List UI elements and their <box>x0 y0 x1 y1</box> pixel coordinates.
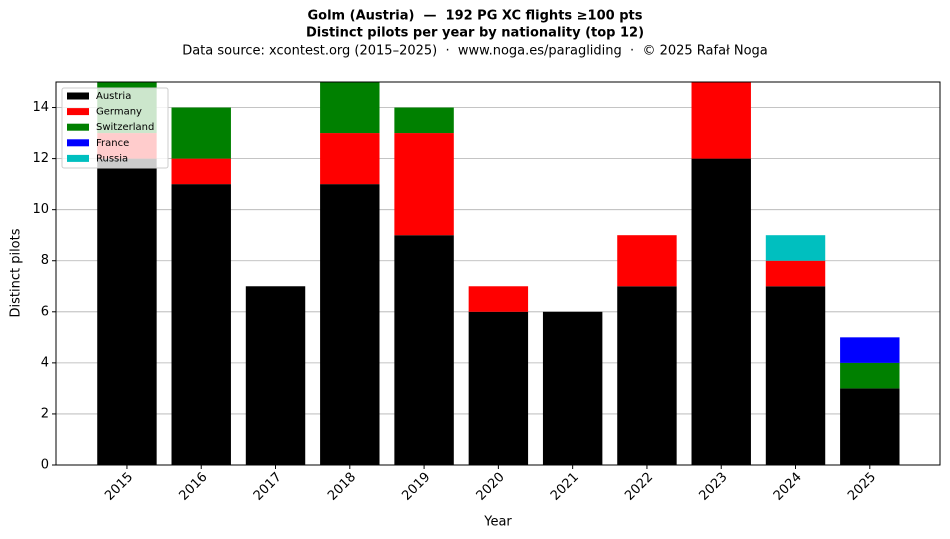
y-tick-label: 4 <box>41 355 49 370</box>
x-axis-label: Year <box>483 515 512 530</box>
bar-segment <box>840 337 900 363</box>
bar-segment <box>394 133 454 236</box>
bar-segment <box>542 311 603 465</box>
bar-segment <box>245 286 306 465</box>
x-tick-label: 2022 <box>622 470 656 504</box>
legend-swatch <box>67 123 89 131</box>
legend-label: Austria <box>96 91 131 102</box>
bar-segment <box>765 235 826 261</box>
legend-swatch <box>67 108 89 116</box>
legend-label: Russia <box>96 153 128 164</box>
legend-box <box>61 87 169 169</box>
bar-segment <box>171 184 231 465</box>
legend-label: France <box>96 138 129 149</box>
x-tick-label: 2025 <box>845 470 879 504</box>
bar-segment <box>840 388 900 465</box>
bar-segment <box>320 82 380 134</box>
x-tick-label: 2024 <box>771 470 805 504</box>
bar-segment <box>394 235 454 465</box>
y-axis-label: Distinct pilots <box>9 228 24 317</box>
y-tick-label: 6 <box>41 304 49 319</box>
x-tick-label: 2018 <box>325 470 359 504</box>
bar-segment <box>765 286 826 465</box>
legend-swatch <box>67 154 89 162</box>
x-tick-label: 2019 <box>399 470 433 504</box>
bar-segment <box>765 260 826 287</box>
legend-label: Germany <box>96 107 142 118</box>
legend-swatch <box>67 92 89 100</box>
legend-swatch <box>67 139 89 147</box>
bar-segment <box>691 158 751 465</box>
x-tick-label: 2017 <box>251 470 285 504</box>
bar-segment <box>617 286 677 465</box>
bar-segment <box>97 158 157 465</box>
bar-segment <box>320 133 380 185</box>
bar-segment <box>468 311 529 465</box>
x-tick-label: 2015 <box>102 470 136 504</box>
bar-segment <box>171 158 231 185</box>
x-tick-label: 2023 <box>697 470 731 504</box>
bar-segment <box>394 107 454 134</box>
bar-segment <box>840 362 900 389</box>
y-tick-label: 10 <box>32 202 49 217</box>
legend-label: Switzerland <box>96 122 154 133</box>
y-tick-label: 0 <box>41 458 49 473</box>
bar-segment <box>468 286 529 312</box>
x-tick-label: 2020 <box>474 470 508 504</box>
x-tick-label: 2021 <box>548 470 582 504</box>
chart-title: Distinct pilots per year by nationality … <box>306 26 644 41</box>
chart-title: Golm (Austria) — 192 PG XC flights ≥100 … <box>308 9 643 24</box>
bars <box>97 82 900 465</box>
y-tick-label: 14 <box>32 100 49 115</box>
bar-segment <box>691 82 751 159</box>
bar-segment <box>320 184 380 465</box>
chart-subtitle: Data source: xcontest.org (2015–2025) · … <box>182 44 768 59</box>
plot-frame <box>55 81 941 466</box>
x-tick-label: 2016 <box>177 470 211 504</box>
bar-segment <box>617 235 677 287</box>
y-tick-label: 8 <box>41 253 49 268</box>
y-tick-label: 2 <box>41 406 49 421</box>
bar-segment <box>171 107 231 159</box>
y-tick-label: 12 <box>32 151 49 166</box>
